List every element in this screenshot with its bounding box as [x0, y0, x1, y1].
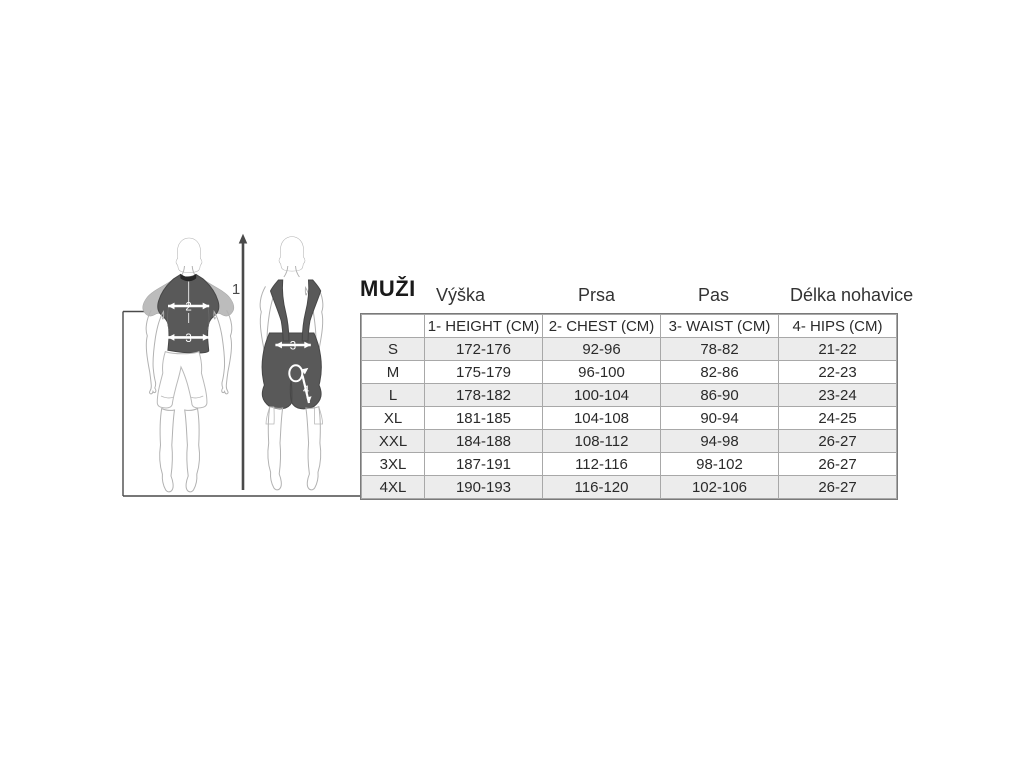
svg-text:3: 3: [185, 333, 191, 345]
svg-text:3: 3: [290, 340, 296, 352]
svg-text:1: 1: [232, 281, 240, 298]
svg-text:2: 2: [185, 301, 191, 313]
svg-text:4: 4: [303, 384, 309, 396]
